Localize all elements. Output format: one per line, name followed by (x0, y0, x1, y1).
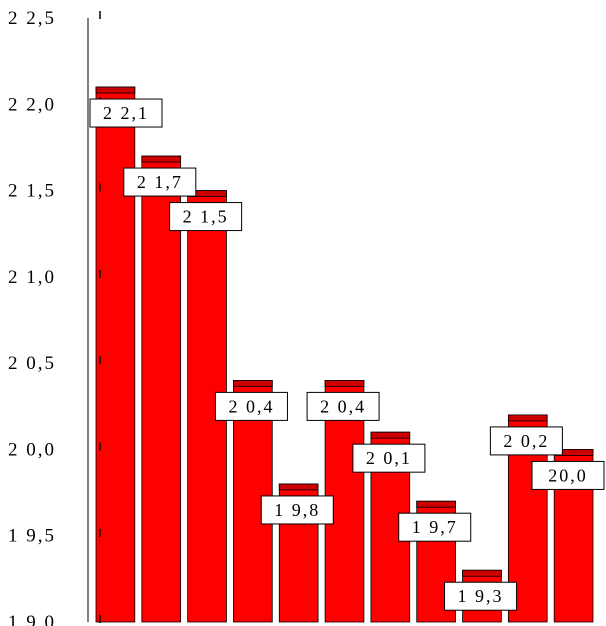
data-label-box (89, 98, 163, 128)
data-label-text: 2 0,2 (503, 431, 549, 451)
data-label-box (169, 202, 243, 232)
y-tick-label: 2 2,5 (8, 8, 56, 29)
y-tick-label: 1 9,5 (8, 526, 56, 547)
bar-top-cap (141, 155, 182, 163)
data-label-box (214, 391, 288, 421)
data-label-box (531, 460, 605, 490)
data-label-box (489, 426, 563, 456)
data-label: 1 9,3 (444, 581, 518, 611)
y-tick-label: 2 1,5 (8, 181, 56, 202)
data-label-text: 2 2,1 (103, 103, 149, 123)
data-label-box (123, 167, 197, 197)
data-label-box (444, 581, 518, 611)
data-label-text: 2 1,5 (183, 207, 229, 227)
data-label: 1 9,7 (398, 512, 472, 542)
y-tick-label: 2 1,0 (8, 267, 56, 288)
axis-layer: 1 9,0 1 9,5 2 0,0 2 0,5 2 1,0 2 1,5 2 2,0 2 2,5 (8, 8, 101, 626)
data-label: 2 0,2 (489, 426, 563, 456)
data-label: 2 1,5 (169, 202, 243, 232)
bar-top-cap (324, 379, 365, 387)
data-label: 2 1,7 (123, 167, 197, 197)
bar (141, 155, 182, 623)
data-label-text: 2 0,4 (320, 396, 366, 416)
data-label: 2 2,1 (89, 98, 163, 128)
data-label-text: 2 1,7 (137, 172, 183, 192)
data-label-text: 2 0,4 (228, 396, 274, 416)
bar-top-cap (416, 500, 456, 508)
bar-top-cap (507, 414, 548, 422)
data-label-text: 1 9,7 (412, 517, 458, 537)
data-label: 20,0 (531, 460, 605, 490)
y-tick-label: 2 0,5 (8, 353, 56, 374)
data-label-text: 1 9,3 (458, 586, 504, 606)
bar-top-cap (95, 86, 136, 94)
bar-top-cap (278, 483, 319, 491)
data-labels-layer: 2 2,1 2 1,72 1,5 2 0,4 1 9,8 2 0,4 2 0,1 1 9,7… (89, 98, 605, 611)
data-label-box (398, 512, 472, 542)
data-label: 2 0,1 (352, 443, 426, 473)
y-tick-label: 2 0,0 (8, 439, 56, 460)
data-label: 2 0,4 (306, 391, 380, 421)
bars-layer (95, 86, 594, 623)
data-label-text: 1 9,8 (274, 500, 320, 520)
data-label: 2 0,4 (214, 391, 288, 421)
data-label-text: 20,0 (548, 465, 588, 485)
data-label-box (306, 391, 380, 421)
y-tick-label: 1 9,0 (8, 612, 56, 626)
bar-group (141, 155, 182, 623)
bar-top-cap (370, 431, 411, 439)
data-label-text: 2 0,1 (366, 448, 412, 468)
bar-top-cap (233, 379, 273, 387)
y-tick-label: 2 2,0 (8, 94, 56, 115)
bar-top-cap (462, 569, 502, 577)
bar-group (95, 86, 136, 623)
data-label: 1 9,8 (260, 495, 334, 525)
bar (95, 86, 136, 623)
data-label-box (260, 495, 334, 525)
data-label-box (352, 443, 426, 473)
